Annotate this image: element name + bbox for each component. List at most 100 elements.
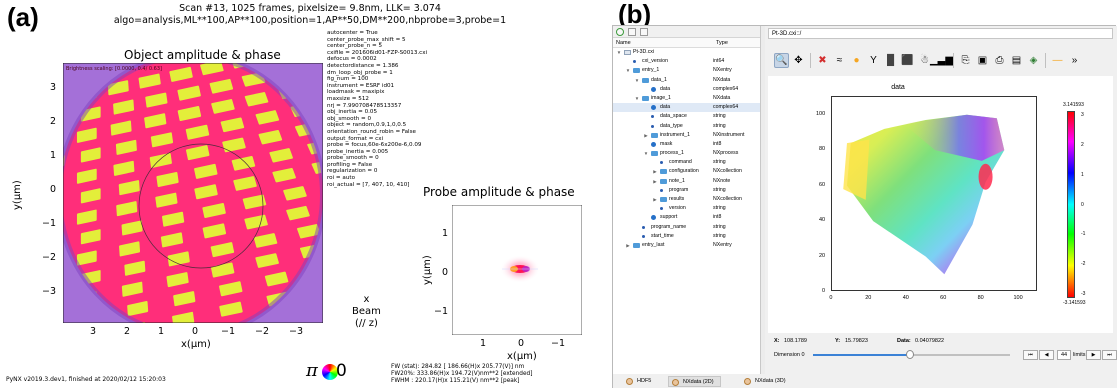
tree-item-type: NXdata	[713, 94, 731, 101]
profile-icon[interactable]: ▤	[1011, 54, 1022, 66]
tree-item-pt-3d-cxi[interactable]: ▼ Pt-3D.cxi	[613, 48, 760, 57]
prev-frame-button[interactable]: ◀	[1039, 350, 1054, 360]
expanded-arrow-icon[interactable]: ▼	[616, 50, 622, 55]
dimension-slider-rest[interactable]	[910, 354, 1010, 356]
expanded-arrow-icon[interactable]: ▼	[634, 95, 640, 101]
object-stripe	[145, 92, 168, 108]
tree-item-name: image_1	[651, 94, 671, 101]
tree-col-type[interactable]: Type	[716, 40, 728, 46]
refresh-icon[interactable]	[616, 27, 624, 36]
first-frame-button[interactable]: ⏮	[1023, 350, 1038, 360]
histogram-icon[interactable]: ▁▃▆	[929, 54, 954, 66]
tree-item-mask[interactable]: mask int8	[613, 140, 760, 149]
tree-item-data-1[interactable]: ▼ data_1 NXdata	[613, 76, 760, 85]
object-y-tick: 3	[50, 82, 57, 93]
more-icon[interactable]: »	[1071, 54, 1078, 66]
print-icon[interactable]: ⎙	[995, 54, 1004, 66]
collapsed-arrow-icon[interactable]: ▶	[653, 178, 657, 184]
collapsed-arrow-icon[interactable]: ▶	[644, 132, 648, 138]
line-profile-icon[interactable]: —	[1052, 54, 1063, 66]
object-stripe	[76, 127, 97, 143]
keep-aspect-icon[interactable]: ⬛	[901, 54, 914, 66]
frame-index-input[interactable]: 44	[1057, 350, 1071, 360]
collapsed-arrow-icon[interactable]: ▶	[626, 242, 630, 248]
y-axis-icon[interactable]: Y	[870, 54, 877, 66]
tree-item-note-1[interactable]: ▶ note_1 NXnote	[613, 177, 760, 186]
object-stripe	[110, 120, 132, 136]
scan-header-line2: algo=analysis,ML**100,AP**100,position=1…	[113, 15, 507, 26]
next-frame-button[interactable]: ▶	[1086, 350, 1101, 360]
tree-item-instrument-1[interactable]: ▶ instrument_1 NXinstrument	[613, 131, 760, 140]
tree-item-support[interactable]: support int8	[613, 213, 760, 222]
tree-item-data[interactable]: data complex64	[613, 103, 760, 113]
tree-item-program-name[interactable]: program_name string	[613, 223, 760, 232]
tree-item-name: data_space	[660, 113, 687, 120]
dataset-path-bar[interactable]: Pt-3D.cxi::/	[768, 28, 1113, 39]
reset-zoom-icon[interactable]: ✖	[818, 54, 827, 66]
tree-item-cxi-version[interactable]: cxi_version int64	[613, 57, 760, 66]
colorbar-tick: 1	[1081, 171, 1084, 178]
plot-y-tick: 20	[819, 252, 826, 259]
object-stripe	[121, 281, 143, 297]
view-tab-nxdata-3d-[interactable]: NXdata (3D)	[741, 376, 792, 387]
dimension-slider-track[interactable]	[813, 354, 910, 356]
pane-splitter[interactable]	[761, 26, 765, 374]
tree-item-data-type[interactable]: data_type string	[613, 122, 760, 131]
tree-item-name: data	[660, 104, 671, 111]
plot-x-tick: 40	[902, 295, 909, 301]
collapse-all-icon[interactable]	[640, 27, 648, 36]
tree-item-data-space[interactable]: data_space string	[613, 112, 760, 121]
tree-item-configuration[interactable]: ▶ configuration NXcollection	[613, 167, 760, 176]
parameter-line: fig_num = 100	[327, 76, 369, 83]
tree-item-entry-last[interactable]: ▶ entry_last NXentry	[613, 241, 760, 250]
dataset-icon	[651, 86, 656, 92]
object-stripe	[219, 301, 243, 317]
collapsed-arrow-icon[interactable]: ▶	[653, 169, 657, 175]
colormap-icon[interactable]: ●	[853, 54, 860, 66]
object-stripe	[210, 242, 235, 258]
face-icon[interactable]: ☃	[920, 54, 929, 66]
copy-icon[interactable]: ⎘	[961, 54, 970, 66]
collapsed-arrow-icon[interactable]: ▶	[653, 197, 657, 202]
tree-item-entry-1[interactable]: ▼ entry_1 NXentry	[613, 66, 760, 75]
tree-item-command[interactable]: command string	[613, 158, 760, 167]
tree-item-type: NXentry	[713, 241, 732, 248]
last-frame-button[interactable]: ⏭	[1102, 350, 1117, 360]
tree-item-image-1[interactable]: ▼ image_1 NXdata	[613, 94, 760, 103]
expanded-arrow-icon[interactable]: ▼	[643, 151, 649, 157]
plot-x-tick: 100	[1013, 295, 1023, 301]
parameter-line: cxifile = 201606id01-FZP-S0013.cxi	[327, 49, 428, 56]
mask-icon[interactable]: ≈	[836, 54, 843, 66]
pan-icon[interactable]: ✥	[794, 54, 803, 66]
colorbar-icon[interactable]: █	[886, 54, 895, 66]
plot-x-tick: 0	[829, 295, 833, 301]
view-tab-nxdata-2d-[interactable]: NXdata (2D)	[668, 376, 721, 387]
tree-item-version[interactable]: version string	[613, 204, 760, 213]
tree-item-type: string	[713, 205, 726, 212]
parameter-line: center_probe_n = 5	[327, 43, 383, 50]
object-stripe	[144, 113, 167, 129]
color-picker-icon[interactable]: ◈	[1029, 54, 1038, 66]
object-stripe	[127, 301, 149, 317]
tree-col-name[interactable]: Name	[616, 40, 631, 46]
tree-item-name: process_1	[660, 150, 684, 157]
view-tab-hdf5[interactable]: HDF5	[623, 376, 657, 387]
complex-hsv-image[interactable]	[831, 96, 1037, 291]
expanded-arrow-icon[interactable]: ▼	[634, 77, 640, 83]
tree-item-type: NXinstrument	[713, 131, 745, 138]
expand-all-icon[interactable]	[628, 27, 636, 36]
dimension-slider-handle[interactable]	[906, 350, 914, 359]
tree-item-results[interactable]: ▶ results NXcollection	[613, 195, 760, 204]
tree-item-data[interactable]: data complex64	[613, 85, 760, 94]
tree-item-start-time[interactable]: start_time string	[613, 232, 760, 241]
plot-y-tick: 40	[819, 217, 826, 224]
expanded-arrow-icon[interactable]: ▼	[625, 68, 631, 74]
tree-item-process-1[interactable]: ▼ process_1 NXprocess	[613, 149, 760, 158]
object-x-tick: 1	[158, 326, 165, 337]
zoom-icon[interactable]: 🔍	[774, 52, 789, 68]
save-icon[interactable]: ▣	[977, 54, 988, 66]
tree-item-program[interactable]: program string	[613, 186, 760, 195]
beam-label-beam: Beam	[352, 306, 381, 317]
tree-item-name: command	[669, 159, 692, 166]
fwhm-line: FWHM : 220.17(H)x 115.21(V) nm**2 [peak]	[391, 378, 520, 384]
